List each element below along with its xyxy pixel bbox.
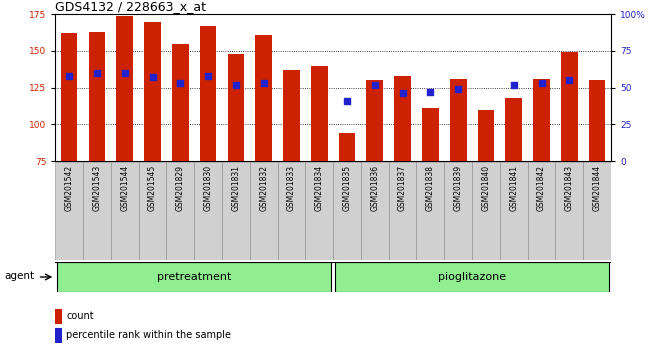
Bar — [250, 162, 278, 260]
Text: GSM201841: GSM201841 — [509, 165, 518, 211]
Point — [453, 86, 463, 92]
Text: GSM201843: GSM201843 — [565, 165, 574, 211]
Point — [259, 80, 269, 86]
Bar — [450, 79, 467, 161]
Bar — [367, 80, 383, 161]
Text: GSM201833: GSM201833 — [287, 165, 296, 211]
Bar — [589, 80, 605, 161]
Bar — [61, 33, 77, 161]
Bar — [222, 162, 250, 260]
Point — [148, 74, 158, 80]
Bar — [417, 162, 445, 260]
Bar — [255, 35, 272, 161]
Bar — [500, 162, 528, 260]
Point — [64, 73, 74, 79]
Text: GSM201840: GSM201840 — [482, 165, 491, 211]
Bar — [227, 54, 244, 161]
Text: GSM201839: GSM201839 — [454, 165, 463, 211]
Text: GSM201831: GSM201831 — [231, 165, 240, 211]
Bar — [335, 262, 609, 292]
Bar — [200, 26, 216, 161]
Text: GSM201829: GSM201829 — [176, 165, 185, 211]
Text: percentile rank within the sample: percentile rank within the sample — [66, 330, 231, 341]
Bar — [555, 162, 583, 260]
Bar — [389, 162, 417, 260]
Bar — [395, 76, 411, 161]
Point — [231, 82, 241, 87]
Text: GSM201836: GSM201836 — [370, 165, 380, 211]
Bar — [533, 79, 550, 161]
Bar — [116, 16, 133, 161]
Point — [92, 70, 102, 76]
Text: GSM201832: GSM201832 — [259, 165, 268, 211]
Text: GSM201834: GSM201834 — [315, 165, 324, 211]
Bar — [506, 98, 522, 161]
Bar — [111, 162, 138, 260]
Bar — [306, 162, 333, 260]
Bar — [194, 162, 222, 260]
Bar — [528, 162, 556, 260]
Point — [536, 80, 547, 86]
Text: agent: agent — [5, 270, 34, 280]
Text: GSM201543: GSM201543 — [92, 165, 101, 211]
Bar — [55, 162, 83, 260]
Point — [564, 78, 575, 83]
Text: GSM201830: GSM201830 — [203, 165, 213, 211]
Text: GSM201844: GSM201844 — [593, 165, 602, 211]
Text: GSM201545: GSM201545 — [148, 165, 157, 211]
Text: GSM201842: GSM201842 — [537, 165, 546, 211]
Bar — [361, 162, 389, 260]
Text: GSM201544: GSM201544 — [120, 165, 129, 211]
Bar — [311, 65, 328, 161]
Bar — [166, 162, 194, 260]
Point — [342, 98, 352, 104]
Point — [175, 80, 185, 86]
Text: pretreatment: pretreatment — [157, 272, 231, 282]
Bar — [283, 70, 300, 161]
Bar — [445, 162, 472, 260]
Text: GSM201838: GSM201838 — [426, 165, 435, 211]
Bar — [55, 328, 62, 343]
Bar — [561, 52, 578, 161]
Text: count: count — [66, 311, 94, 321]
Bar — [278, 162, 306, 260]
Bar — [583, 162, 611, 260]
Bar — [472, 162, 500, 260]
Point — [120, 70, 130, 76]
Point — [425, 89, 436, 95]
Bar — [88, 32, 105, 161]
Text: GSM201837: GSM201837 — [398, 165, 407, 211]
Point — [203, 73, 213, 79]
Text: GSM201542: GSM201542 — [64, 165, 73, 211]
Text: pioglitazone: pioglitazone — [438, 272, 506, 282]
Point — [508, 82, 519, 87]
Point — [370, 82, 380, 87]
Text: GDS4132 / 228663_x_at: GDS4132 / 228663_x_at — [55, 0, 206, 13]
Bar — [422, 108, 439, 161]
Bar — [57, 262, 332, 292]
Point — [397, 91, 408, 96]
Bar — [83, 162, 111, 260]
Bar — [478, 110, 494, 161]
Bar — [333, 162, 361, 260]
Bar — [339, 133, 356, 161]
Bar — [144, 22, 161, 161]
Bar — [55, 309, 62, 324]
Text: GSM201835: GSM201835 — [343, 165, 352, 211]
Bar — [138, 162, 166, 260]
Bar — [172, 44, 188, 161]
